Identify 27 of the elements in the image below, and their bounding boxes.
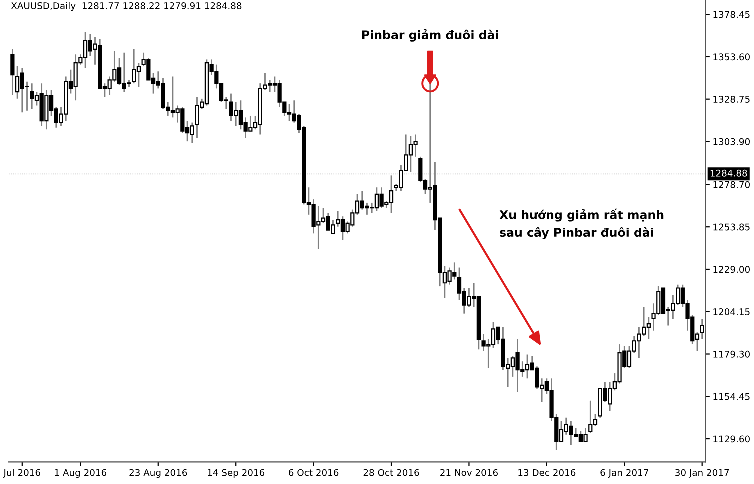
x-tick-label: 6 Jan 2017	[600, 469, 648, 478]
ref-line-label: 1284.88	[710, 170, 748, 177]
x-tick-label: 23 Aug 2016	[130, 469, 188, 478]
y-tick-label: 1303.90	[714, 138, 750, 146]
y-tick-label: 1378.45	[714, 11, 750, 18]
annotation: Xu hướng giảm rất mạnh sau cây Pinbar đuôi dài	[500, 208, 664, 240]
x-tick-label: 13 Dec 2016	[518, 469, 576, 476]
x-tick-label: 30 Jan 2017	[676, 469, 730, 478]
y-tick-label: 1253.85	[714, 224, 750, 231]
x-tick-label: 14 Sep 2016	[208, 469, 265, 478]
annotation: Pinbar giảm đuôi dài	[362, 29, 498, 42]
x-tick-label: 6 Oct 2016	[289, 469, 339, 476]
y-tick-label: 1278.70	[714, 181, 750, 188]
x-tick-label: 1 Aug 2016	[55, 469, 107, 478]
chart-title: XAUUSD,Daily 1281.77 1288.22 1279.91 1284.88	[11, 2, 242, 12]
y-tick-label: 1353.60	[714, 54, 750, 61]
y-tick-label: 1204.15	[714, 308, 750, 316]
x-tick-label: Jul 2016	[3, 469, 40, 478]
y-tick-label: 1179.30	[714, 350, 750, 358]
candlestick	[700, 318, 704, 340]
x-tick-label: 21 Nov 2016	[440, 469, 498, 476]
x-tick-label: 28 Oct 2016	[364, 469, 420, 476]
y-tick-label: 1328.75	[714, 96, 750, 103]
y-tick-label: 1129.60	[714, 436, 750, 443]
y-tick-label: 1229.00	[714, 266, 750, 274]
candlestick	[10, 48, 15, 96]
y-tick-label: 1154.45	[714, 393, 750, 400]
